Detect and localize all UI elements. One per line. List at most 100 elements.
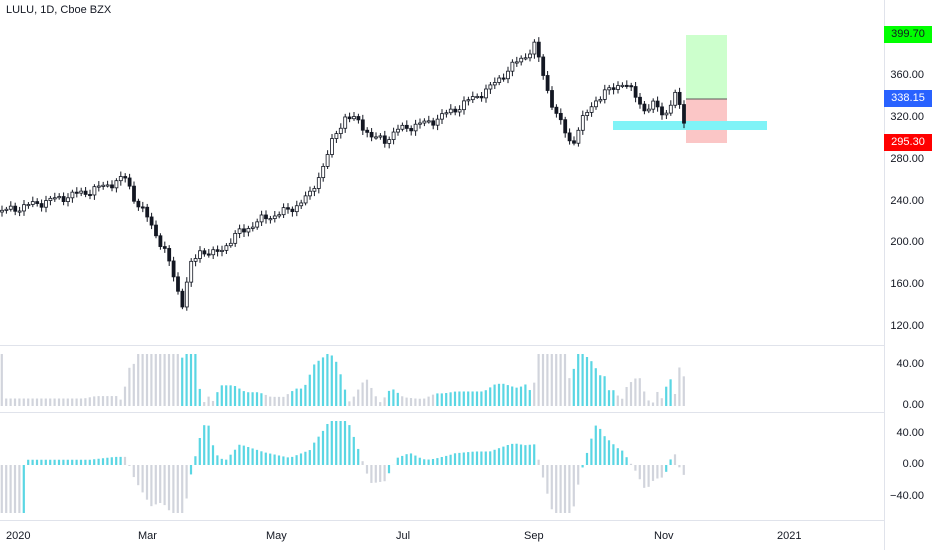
candle-body [255, 221, 260, 228]
candle-body [88, 194, 92, 197]
indicator1-bar [321, 357, 325, 406]
indicator2-tick-label: −40.00 [890, 490, 924, 502]
candle-body [0, 209, 4, 213]
indicator1-bar [163, 354, 166, 406]
indicator2-bar [79, 459, 83, 465]
candle-body [541, 56, 546, 76]
indicator2-bar [418, 457, 421, 465]
indicator1-bar [480, 391, 483, 406]
indicator1-bar [629, 382, 633, 406]
indicator2-bar [651, 465, 655, 481]
indicator1-bar [97, 396, 100, 406]
candle-body [321, 165, 326, 179]
indicator2-bar [502, 446, 505, 465]
candle-body [523, 57, 528, 60]
indicator2-bar [621, 450, 624, 465]
time-axis-label: 2020 [6, 530, 31, 542]
candle-body [52, 197, 57, 200]
indicator1-bar [185, 354, 188, 406]
candle-body [365, 129, 370, 133]
candle-body [290, 208, 295, 213]
current-price-badge[interactable]: 338.15 [884, 90, 932, 107]
indicator1-bar [559, 354, 562, 406]
indicator2-bar [128, 465, 131, 466]
indicator1-bar [396, 392, 399, 406]
candle-body [272, 215, 277, 219]
indicator1-bar [453, 391, 457, 406]
candle-body [74, 191, 79, 194]
indicator1-tick-label: 40.00 [896, 358, 924, 370]
price-tick-label: 280.00 [890, 153, 924, 165]
indicator1-bar [563, 354, 567, 406]
indicator2-bar [643, 465, 646, 488]
indicator1-bar [343, 389, 347, 406]
indicator2-tick-label: 0.00 [902, 458, 924, 470]
support-band[interactable] [613, 121, 767, 130]
indicator2-bar [304, 451, 307, 465]
indicator1-bar [233, 386, 237, 406]
indicator1-bar [506, 385, 509, 406]
indicator1-bar [260, 393, 263, 406]
indicator1-bar [269, 396, 272, 406]
indicator1-bar [71, 398, 74, 406]
indicator1-bar [13, 398, 17, 406]
indicator2-bar [493, 449, 496, 465]
candle-body [110, 184, 114, 189]
indicator2-bar [489, 451, 492, 465]
candle-body [39, 203, 44, 208]
indicator1-bar [22, 398, 25, 406]
candle-body [554, 106, 559, 114]
target-price-badge[interactable]: 399.70 [884, 26, 932, 43]
indicator1-bar [493, 384, 496, 406]
indicator2-bar [603, 436, 606, 465]
indicator1-bar [110, 396, 113, 406]
indicator1-bar [436, 393, 439, 406]
indicator1-bar [528, 390, 531, 406]
candle-body [61, 196, 66, 202]
indicator2-bar [282, 456, 285, 465]
candle-body [17, 210, 22, 213]
indicator2-bar [167, 465, 171, 511]
candle-body [184, 281, 189, 308]
indicator1-bar [656, 391, 659, 406]
stop-price-badge[interactable]: 295.30 [884, 134, 932, 151]
indicator1-bar [313, 364, 316, 406]
indicator1-bar [682, 376, 685, 406]
indicator1-bar [462, 391, 465, 406]
indicator1-bar [84, 398, 87, 406]
indicator1-bar [123, 386, 127, 406]
indicator1-bar [537, 354, 540, 406]
indicator2-bar [75, 459, 78, 465]
candle-body [286, 207, 290, 210]
candle-body [453, 108, 458, 113]
indicator1-bar [40, 398, 43, 406]
indicator2-bar [497, 448, 501, 465]
indicator2-bar [568, 465, 571, 513]
indicator2-bar [269, 453, 272, 465]
indicator2-bar [612, 444, 615, 465]
candle-body [431, 120, 436, 126]
candle-body [418, 122, 422, 125]
indicator2-bar [176, 465, 179, 513]
candle-body [224, 245, 229, 251]
symbol-title[interactable]: LULU, 1D, Cboe BZX [6, 4, 112, 16]
indicator2-bar [339, 421, 342, 465]
candle-body [140, 206, 145, 209]
candle-body [198, 250, 202, 259]
indicator1-bar [555, 354, 558, 406]
indicator2-bar [599, 428, 602, 465]
indicator2-bar [141, 465, 144, 493]
indicator2-bar [154, 465, 157, 505]
indicator1-bar [669, 379, 672, 406]
indicator1-bar [357, 389, 360, 406]
indicator2-bar [541, 465, 545, 478]
candle-body [374, 136, 378, 139]
indicator2-bar [172, 465, 175, 513]
profit-zone[interactable] [686, 35, 727, 99]
indicator1-bar [299, 388, 303, 406]
candle-body [510, 61, 515, 72]
indicator2-bar [577, 465, 580, 485]
candle-body [550, 90, 554, 108]
candle-body [620, 84, 625, 87]
